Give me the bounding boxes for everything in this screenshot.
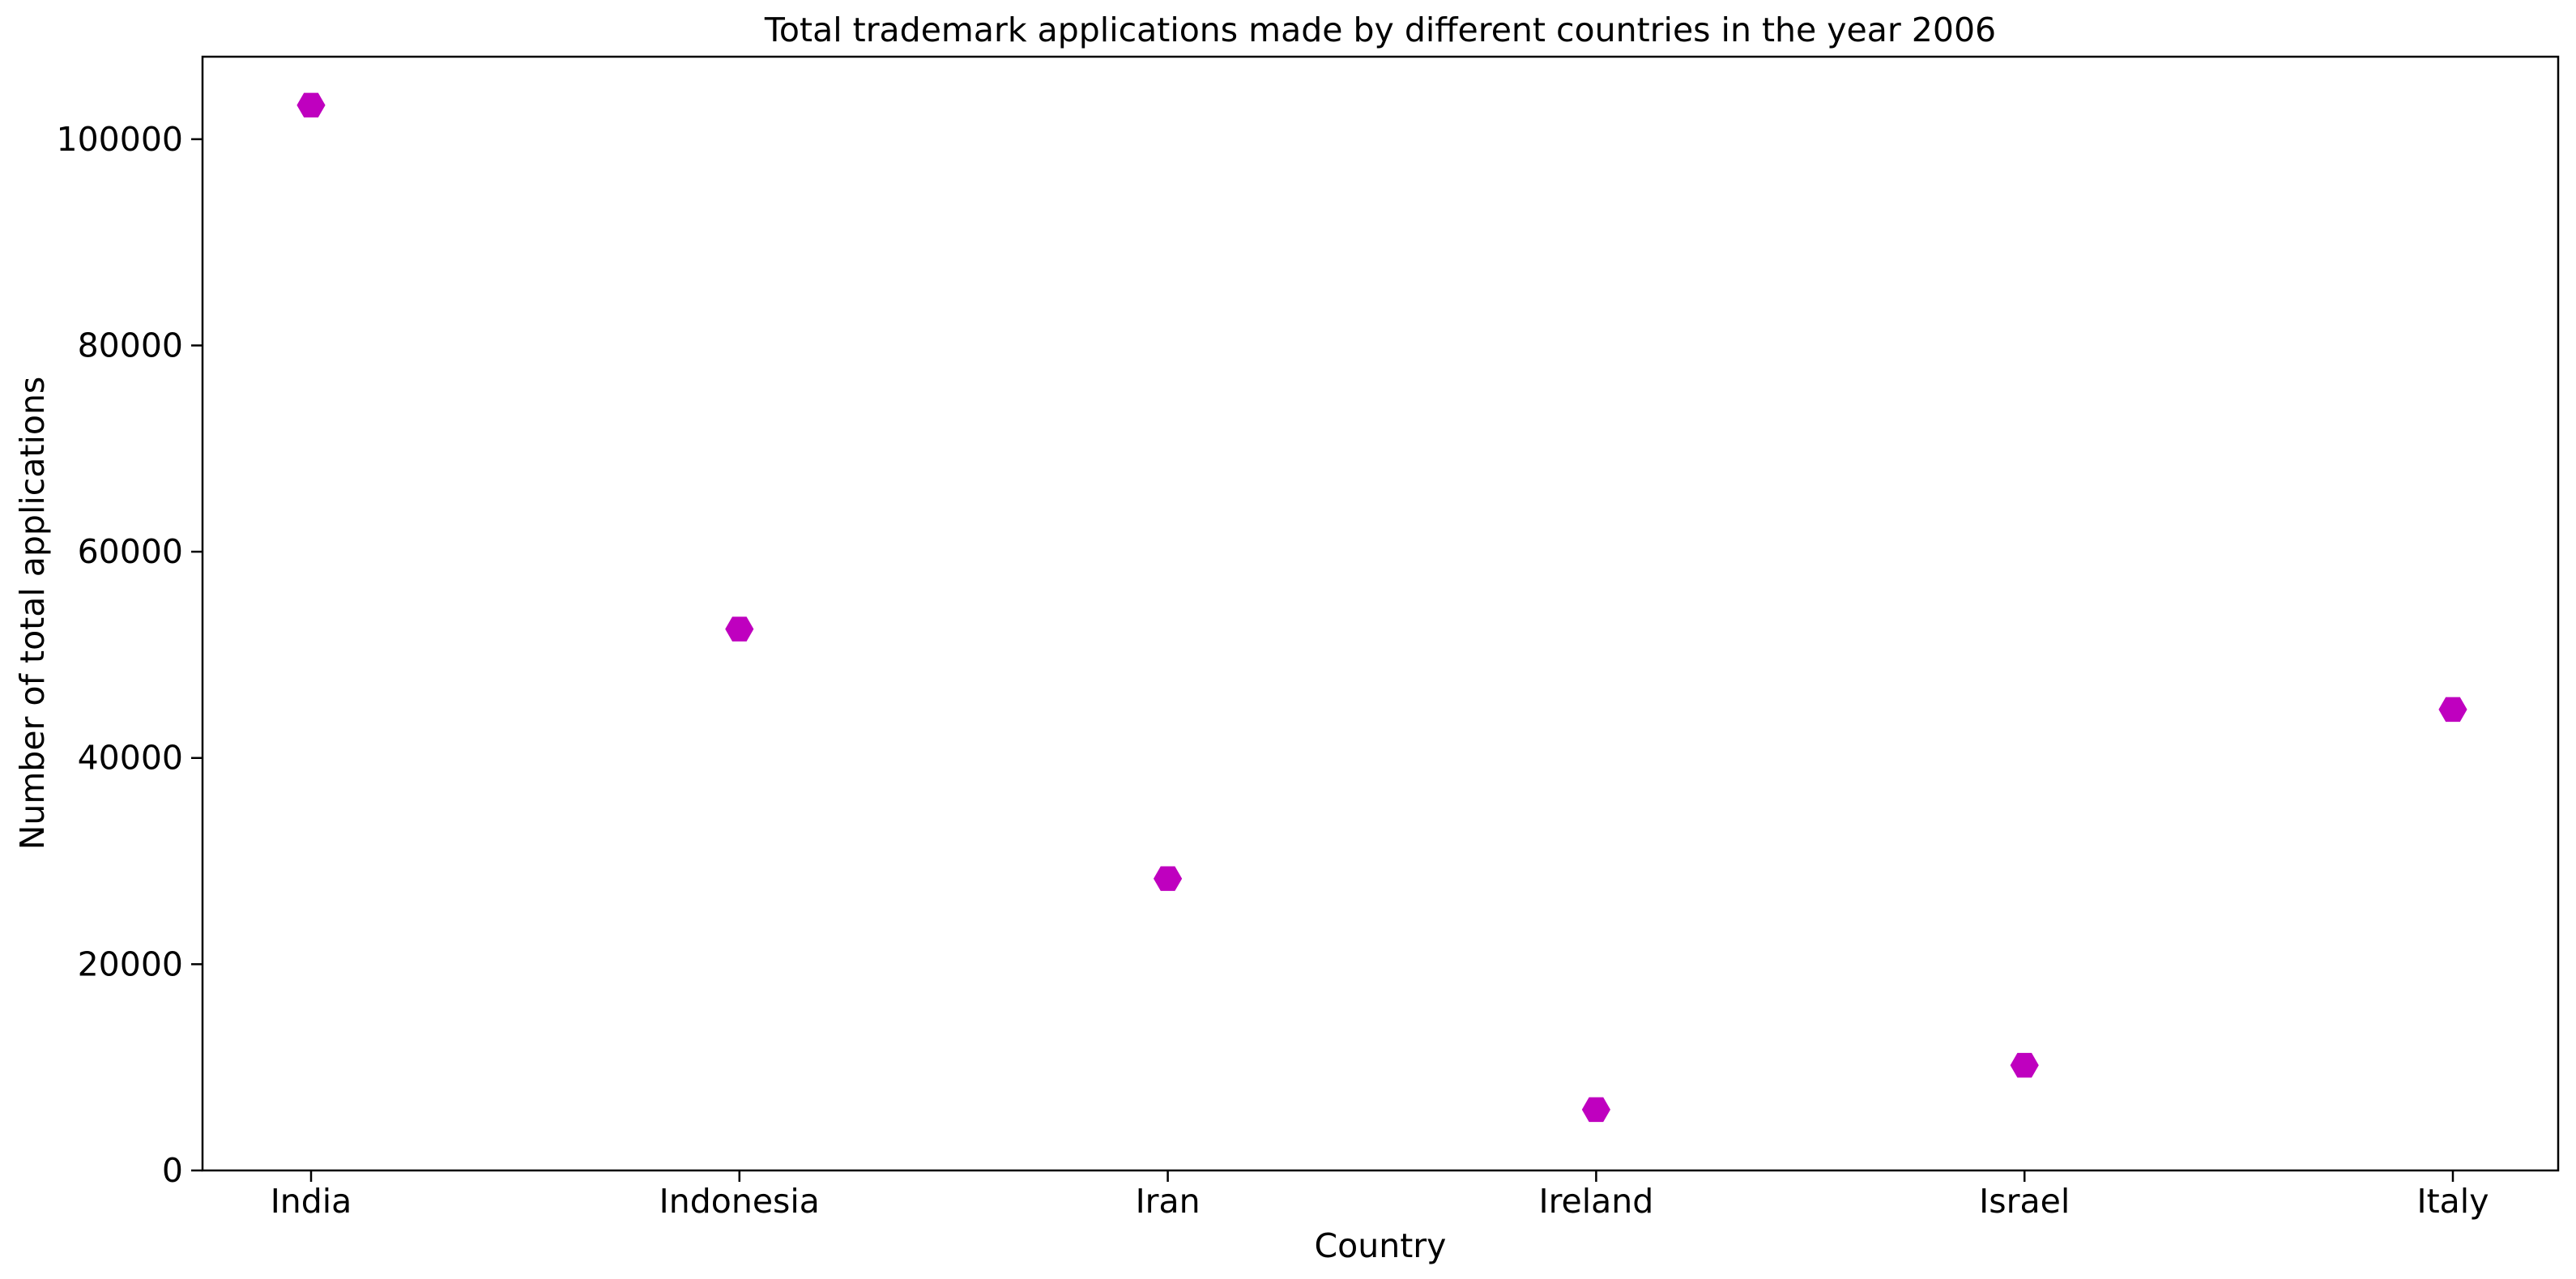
y-tick-label: 20000: [78, 944, 183, 983]
y-axis-label: Number of total applications: [13, 377, 52, 851]
x-tick-label: Indonesia: [659, 1182, 820, 1221]
y-tick-label: 100000: [56, 120, 183, 159]
plot-area-frame: [201, 55, 2560, 1172]
x-tick-label: Israel: [1979, 1182, 2070, 1221]
y-tick-label: 60000: [78, 532, 183, 571]
chart-title: Total trademark applications made by dif…: [764, 11, 1996, 49]
data-series: [296, 92, 2467, 1123]
y-tick-label: 80000: [78, 326, 183, 365]
x-axis-label: Country: [1315, 1226, 1447, 1265]
data-point: [2438, 697, 2467, 723]
data-point: [1581, 1097, 1610, 1123]
data-point: [725, 616, 754, 642]
x-axis: India Indonesia Iran Ireland Israel Italy: [271, 1170, 2489, 1221]
x-tick-label: Ireland: [1538, 1182, 1653, 1221]
data-point: [1154, 866, 1183, 891]
x-tick-label: India: [271, 1182, 352, 1221]
y-axis: 0 20000 40000 60000 80000 100000: [56, 120, 203, 1190]
y-tick-label: 40000: [78, 739, 183, 778]
x-tick-label: Iran: [1136, 1182, 1201, 1221]
data-point: [2010, 1052, 2039, 1078]
x-tick-label: Italy: [2417, 1182, 2489, 1221]
data-point: [296, 92, 326, 118]
y-tick-label: 0: [162, 1151, 183, 1190]
